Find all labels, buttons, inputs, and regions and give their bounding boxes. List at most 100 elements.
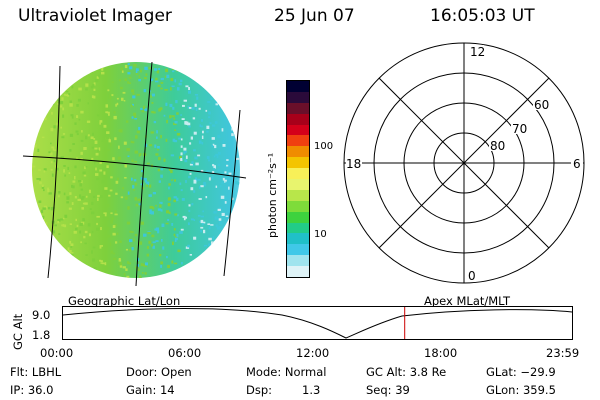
globe-speckle [230, 81, 232, 84]
status-gain: Gain: 14 [126, 383, 175, 397]
mlt-label-6: 6 [573, 157, 581, 171]
globe-speckle [148, 144, 152, 147]
globe-speckle [78, 180, 82, 183]
altitude-ylabel: GC Alt [11, 313, 25, 350]
globe-speckle [167, 264, 170, 269]
globe-speckle [176, 233, 179, 237]
globe-speckle [133, 179, 137, 182]
altitude-curve [62, 308, 573, 339]
globe-speckle [221, 181, 225, 184]
globe-speckle [63, 192, 66, 196]
globe-speckle [180, 138, 183, 141]
globe-speckle [166, 210, 169, 214]
globe-speckle [205, 109, 208, 112]
globe-speckle [69, 223, 72, 225]
globe-speckle [191, 161, 194, 164]
globe-speckle [71, 184, 73, 188]
globe-speckle [124, 177, 127, 179]
globe-speckle [193, 149, 196, 152]
globe-speckle [192, 70, 196, 73]
globe-speckle [92, 132, 94, 136]
globe-speckle [146, 184, 148, 187]
globe-speckle [95, 152, 99, 156]
globe-speckle [131, 159, 134, 162]
globe-speckle [58, 191, 61, 194]
globe-speckle [60, 87, 64, 91]
globe-speckle [173, 122, 177, 126]
globe-speckle [144, 180, 148, 183]
globe-speckle [43, 99, 46, 103]
globe-speckle [114, 224, 117, 227]
colorbar-swatch [287, 113, 309, 125]
globe-speckle [152, 206, 155, 210]
globe-speckle [69, 103, 73, 107]
globe-speckle [139, 275, 142, 278]
globe-speckle [45, 275, 48, 278]
globe-speckle [192, 164, 195, 167]
globe-speckle [197, 154, 201, 157]
globe-speckle [62, 224, 65, 227]
globe-speckle [100, 227, 102, 231]
globe-speckle [149, 205, 153, 209]
globe-speckle [214, 216, 218, 220]
globe-speckle [183, 99, 187, 102]
globe-speckle [67, 247, 70, 251]
globe-speckle [171, 85, 175, 87]
globe-speckle [218, 218, 222, 221]
globe-speckle [217, 134, 221, 138]
globe-speckle [162, 246, 165, 250]
colorbar-swatch [287, 233, 309, 245]
globe-speckle [188, 90, 191, 94]
globe-speckle [112, 233, 116, 236]
globe-speckle [200, 169, 204, 173]
globe-speckle [62, 107, 65, 111]
globe-speckle [211, 144, 213, 148]
globe-speckle [174, 79, 177, 83]
globe-speckle [242, 231, 244, 233]
globe-speckle [143, 89, 147, 93]
globe-speckle [53, 65, 57, 69]
globe-speckle [140, 263, 144, 267]
colorbar-swatch [287, 81, 309, 92]
globe-speckle [206, 156, 210, 160]
globe-speckle [118, 79, 122, 82]
globe-speckle [165, 68, 168, 73]
status-gc-alt: GC Alt: 3.8 Re [366, 365, 447, 379]
globe-speckle [138, 203, 142, 206]
globe-speckle [203, 252, 206, 256]
globe-speckle [221, 128, 224, 132]
globe-speckle [126, 221, 131, 225]
globe-speckle [140, 183, 144, 186]
globe-speckle [206, 130, 209, 133]
globe-speckle [122, 266, 126, 269]
globe-speckle [160, 174, 163, 178]
globe-speckle [120, 196, 124, 199]
globe-speckle [170, 154, 175, 157]
globe-speckle [41, 136, 45, 139]
globe-speckle [43, 117, 47, 121]
globe-speckle [86, 120, 91, 123]
globe-speckle [167, 197, 171, 201]
globe-speckle [85, 254, 88, 256]
globe-speckle [208, 159, 211, 162]
globe-speckle [92, 195, 96, 198]
globe-speckle [133, 112, 136, 116]
globe-speckle [56, 122, 59, 126]
globe-speckle [200, 269, 203, 272]
globe-speckle [157, 168, 161, 172]
globe-speckle [237, 196, 240, 200]
globe-speckle [151, 102, 154, 104]
globe-speckle [207, 78, 210, 81]
globe-speckle [148, 240, 151, 244]
globe-speckle [57, 221, 60, 224]
globe-speckle [108, 139, 111, 143]
status-seq: Seq: 39 [366, 383, 410, 397]
globe-speckle [62, 272, 66, 274]
globe-speckle [151, 243, 153, 247]
globe-speckle [40, 103, 42, 106]
globe-speckle [50, 98, 54, 102]
globe-speckle [159, 107, 163, 110]
globe-speckle [50, 88, 53, 90]
globe-speckle [175, 237, 178, 241]
globe-speckle [174, 213, 178, 216]
